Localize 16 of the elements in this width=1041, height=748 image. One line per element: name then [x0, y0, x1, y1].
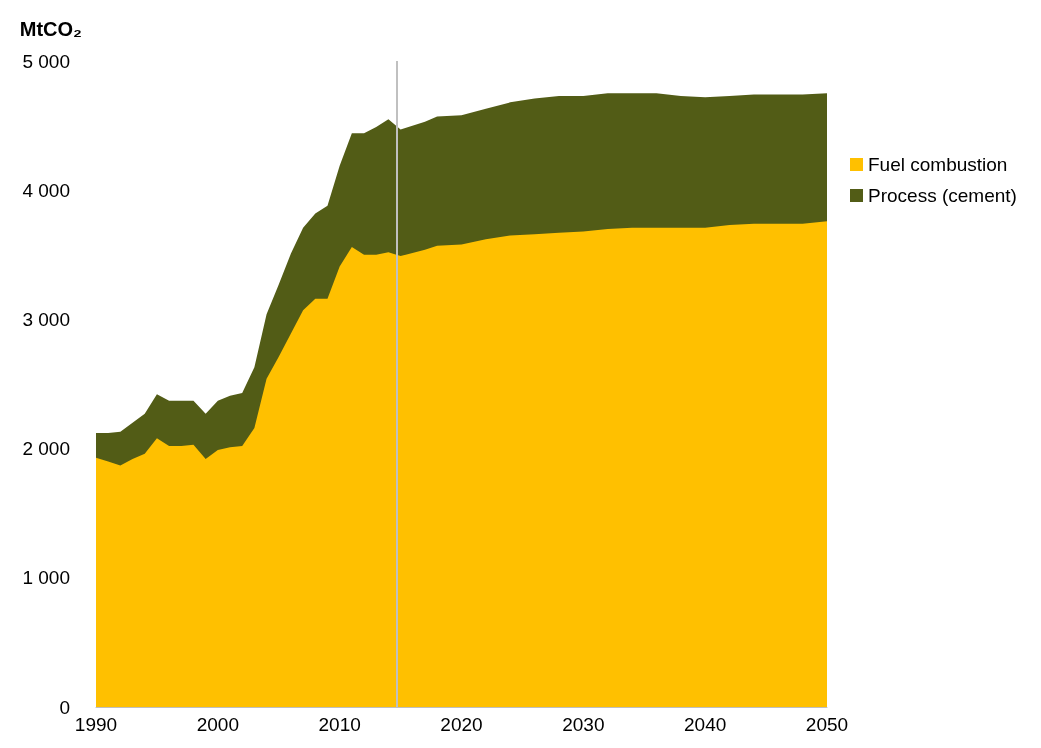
y-tick-label: 1 000 — [22, 567, 70, 589]
y-tick-label: 4 000 — [22, 179, 70, 201]
y-tick-label: 5 000 — [22, 50, 70, 72]
x-tick-label: 2020 — [440, 714, 483, 735]
y-axis-title: MtCO₂ — [19, 18, 82, 40]
y-tick-label: 2 000 — [22, 438, 70, 460]
x-tick-label: 2000 — [196, 714, 239, 735]
x-tick-label: 1990 — [74, 714, 118, 735]
x-tick-label: 2030 — [562, 714, 605, 735]
x-tick-label: 2010 — [318, 714, 361, 735]
legend-label: Process (cement) — [868, 185, 1017, 206]
x-tick-label: 2050 — [805, 714, 849, 735]
y-tick-label: 3 000 — [22, 308, 70, 330]
x-tick-label: 2040 — [684, 714, 727, 735]
legend-label: Fuel combustion — [868, 154, 1008, 175]
y-tick-label: 0 — [59, 696, 70, 718]
